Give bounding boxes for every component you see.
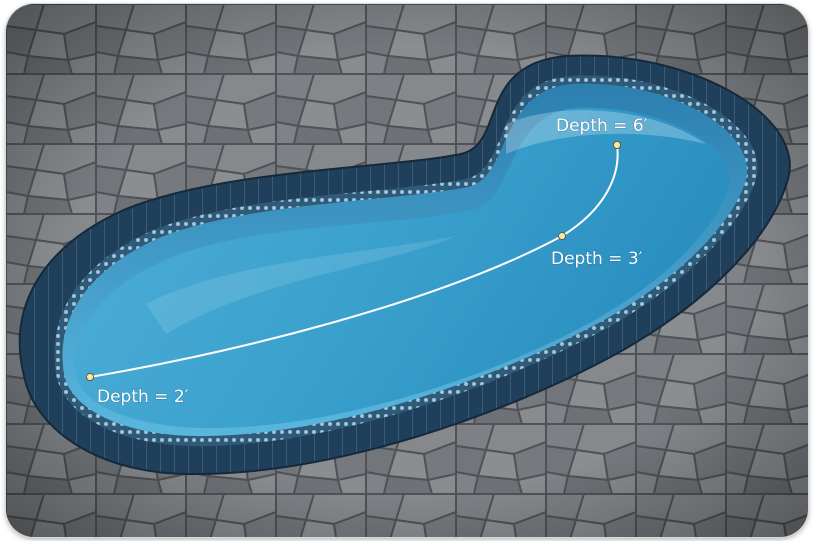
depth-marker-6 bbox=[612, 140, 622, 150]
depth-label-6: Depth = 6′ bbox=[556, 116, 648, 136]
water-surface bbox=[75, 107, 730, 428]
depth-marker-3 bbox=[557, 231, 567, 241]
depth-path-line bbox=[89, 144, 619, 378]
depth-marker-2 bbox=[85, 372, 95, 382]
depth-label-3: Depth = 3′ bbox=[551, 249, 643, 269]
pool-illustration: Depth = 2′ Depth = 3′ Depth = 6′ bbox=[6, 4, 808, 537]
pool-scene: Depth = 2′ Depth = 3′ Depth = 6′ bbox=[6, 4, 808, 537]
depth-label-2: Depth = 2′ bbox=[97, 387, 189, 407]
